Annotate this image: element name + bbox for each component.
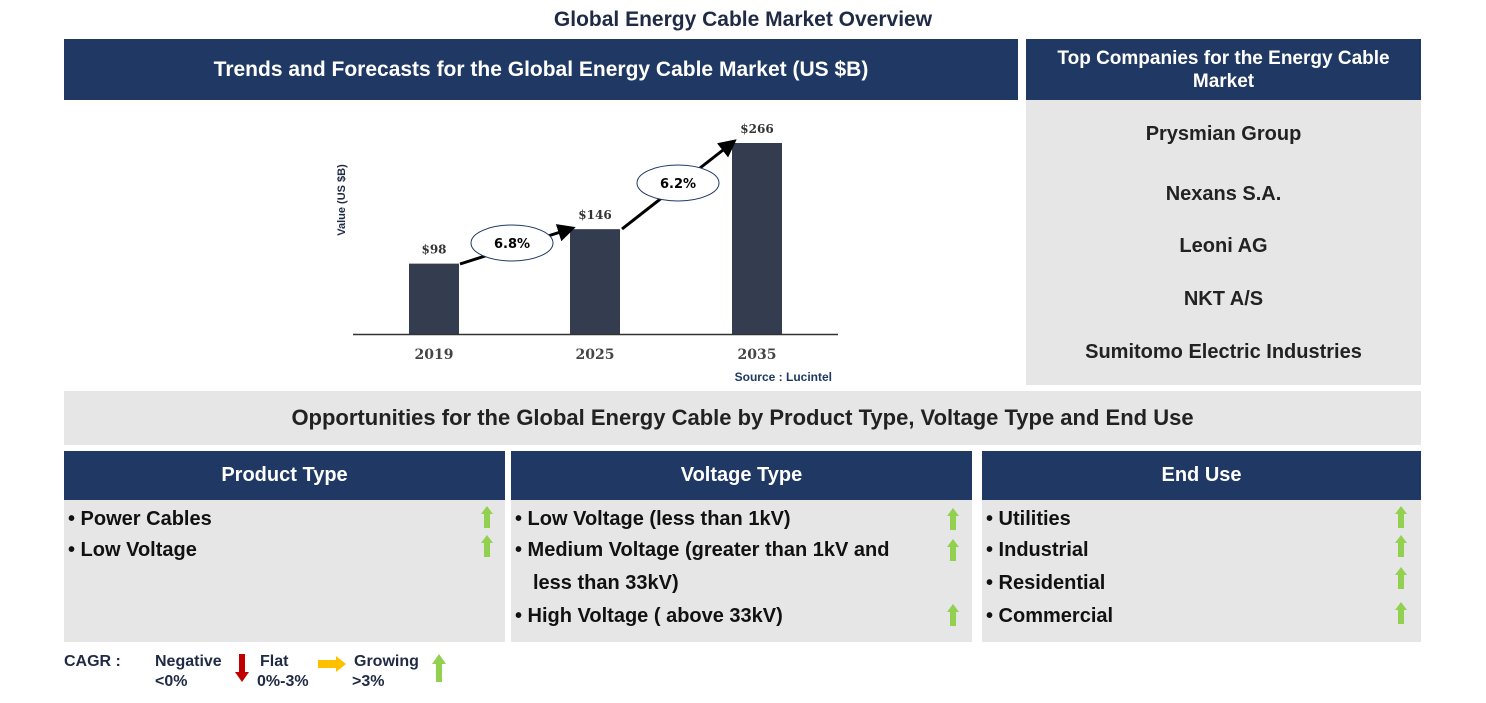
value-label: $98 [421,243,446,257]
growing-arrow-icon [947,508,959,530]
market-chart: Value (US $B) $98 2019 $146 2025 $266 2035 6.8… [336,122,838,384]
up-arrow-icon [432,654,446,682]
bar [570,229,620,334]
growing-arrow-icon [1395,535,1407,557]
legend-negative-range: <0% [155,673,188,690]
value-label: $266 [740,122,773,136]
y-axis-label: Value (US $B) [336,164,348,236]
growing-arrow-icon [1395,506,1407,528]
growing-arrow-icon [947,539,959,561]
page-title: Global Energy Cable Market Overview [553,8,933,31]
company-item: NKT A/S [1183,288,1264,310]
cagr-label: CAGR : [64,653,121,670]
legend-growing: Growing [354,653,419,670]
trends-header: Trends and Forecasts for the Global Ener… [64,39,1018,100]
segment-item: • Low Voltage [68,539,197,561]
company-item: Leoni AG [1179,235,1268,257]
segment-item: • Power Cables [68,508,212,530]
growing-arrow-icon [947,604,959,626]
end-use-panel [982,500,1421,642]
cagr-label: 6.8% [494,237,530,252]
value-label: $146 [578,208,611,222]
x-tick-label: 2019 [415,347,454,363]
company-item: Nexans S.A. [1165,183,1282,205]
segment-item: • High Voltage ( above 33kV) [515,605,783,627]
product-type-header: Product Type [64,451,505,500]
growing-arrow-icon [481,506,493,528]
bar [409,263,459,334]
down-arrow-icon [235,654,249,682]
companies-header: Top Companies for the Energy Cable Marke… [1026,39,1421,100]
cagr-label: 6.2% [660,177,696,192]
end-use-header: End Use [982,451,1421,500]
companies-panel: Prysmian Group Nexans S.A. Leoni AG NKT … [1026,100,1421,385]
legend-flat-range: 0%-3% [257,673,309,690]
source-label: Source : Lucintel [735,370,832,384]
legend-negative: Negative [155,653,222,670]
bar [732,143,782,334]
voltage-type-panel [511,500,972,642]
growing-arrow-icon [481,535,493,557]
segment-item: • Industrial [986,539,1089,561]
flat-arrow-icon [318,656,346,672]
segment-item: • Medium Voltage (greater than 1kV and [515,539,890,561]
company-item: Sumitomo Electric Industries [1085,341,1362,363]
opportunities-header: Opportunities for the Global Energy Cabl… [64,391,1421,445]
growing-arrow-icon [1395,602,1407,624]
legend-growing-range: >3% [352,673,385,690]
voltage-type-header: Voltage Type [511,451,972,500]
segment-item: • Utilities [986,508,1071,530]
x-tick-label: 2035 [738,347,777,363]
company-item: Prysmian Group [1145,123,1302,145]
cagr-bubble [470,224,554,262]
legend-flat: Flat [260,653,289,670]
x-tick-label: 2025 [576,347,615,363]
segment-item: less than 33kV) [533,572,679,594]
product-type-panel [64,500,505,642]
growing-arrow-icon [1395,567,1407,589]
segment-item: • Commercial [986,605,1114,627]
segment-item: • Residential [986,572,1106,594]
cagr-bubble [636,164,720,202]
segment-item: • Low Voltage (less than 1kV) [515,508,791,530]
